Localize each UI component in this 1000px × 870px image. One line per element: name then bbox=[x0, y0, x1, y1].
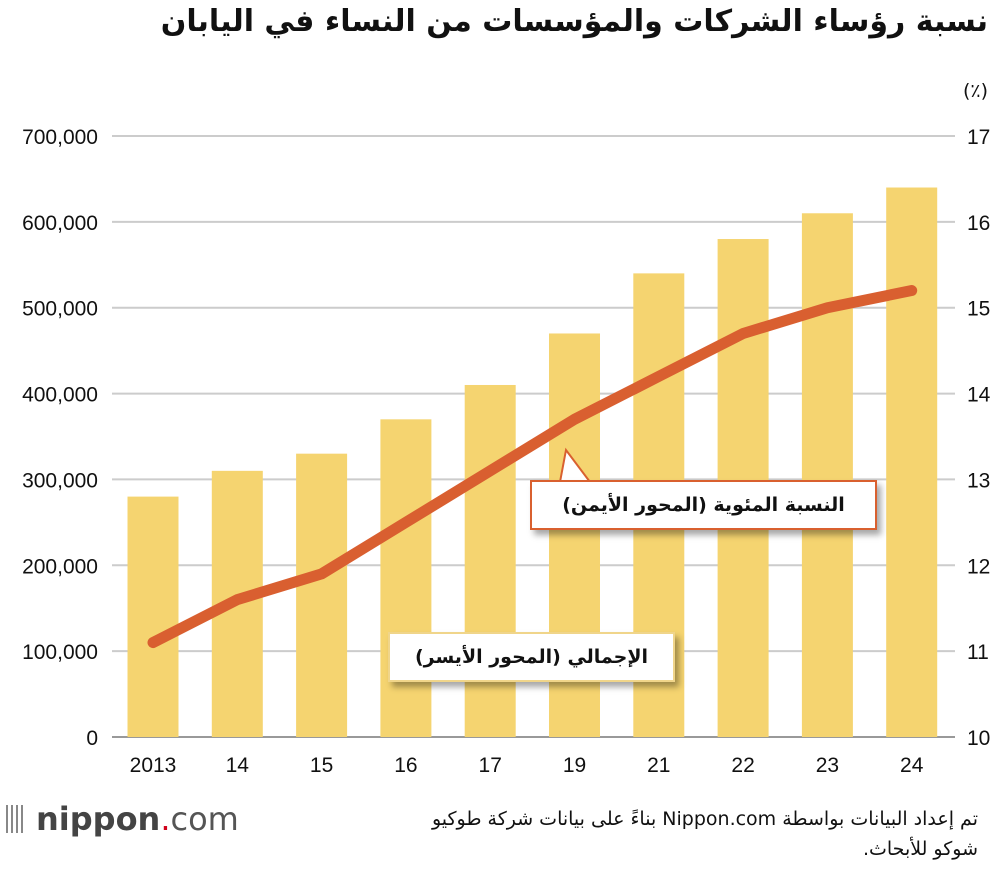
right-axis-tick: 16 bbox=[967, 212, 990, 235]
right-axis-tick: 14 bbox=[967, 384, 991, 407]
logo-mark-icon bbox=[6, 805, 26, 833]
bar bbox=[380, 419, 432, 737]
percentage-line bbox=[147, 285, 918, 649]
right-axis-tick: 10 bbox=[967, 727, 990, 750]
x-axis-tick: 22 bbox=[731, 754, 754, 777]
right-axis-tick: 17 bbox=[967, 126, 990, 149]
right-axis-tick: 15 bbox=[967, 298, 990, 321]
x-axis-tick: 2013 bbox=[130, 754, 177, 777]
x-axis-tick: 21 bbox=[647, 754, 670, 777]
x-axis-tick: 17 bbox=[479, 754, 502, 777]
right-axis-tick: 13 bbox=[967, 469, 990, 492]
left-axis-tick: 0 bbox=[86, 727, 98, 750]
x-axis-tick: 24 bbox=[900, 754, 924, 777]
x-axis-tick: 23 bbox=[816, 754, 839, 777]
bar bbox=[464, 384, 516, 737]
nippon-logo: nippon. com bbox=[6, 800, 239, 838]
left-axis-tick: 200,000 bbox=[22, 555, 98, 578]
left-axis-tick: 400,000 bbox=[22, 384, 98, 407]
left-axis-tick: 700,000 bbox=[22, 126, 98, 149]
left-axis-tick: 500,000 bbox=[22, 298, 98, 321]
x-axis-tick: 14 bbox=[226, 754, 250, 777]
x-axis-tick: 16 bbox=[394, 754, 417, 777]
left-axis-tick: 100,000 bbox=[22, 641, 98, 664]
bar bbox=[127, 496, 179, 737]
right-axis-tick: 12 bbox=[967, 555, 990, 578]
x-axis-tick: 19 bbox=[563, 754, 586, 777]
left-axis-tick: 300,000 bbox=[22, 469, 98, 492]
chart-title: نسبة رؤساء الشركات والمؤسسات من النساء ف… bbox=[160, 4, 988, 39]
source-note: تم إعداد البيانات بواسطة Nippon.com بناء… bbox=[431, 808, 978, 860]
bar-series-callout: الإجمالي (المحور الأيسر) bbox=[388, 632, 675, 682]
bar bbox=[801, 213, 853, 737]
line-series-callout: النسبة المئوية (المحور الأيمن) bbox=[530, 480, 877, 530]
right-axis-tick: 11 bbox=[967, 641, 989, 664]
bar bbox=[296, 453, 348, 737]
bar bbox=[886, 187, 938, 737]
left-axis-tick: 600,000 bbox=[22, 212, 98, 235]
right-axis-unit: (٪) bbox=[962, 80, 988, 102]
x-axis-tick: 15 bbox=[310, 754, 333, 777]
